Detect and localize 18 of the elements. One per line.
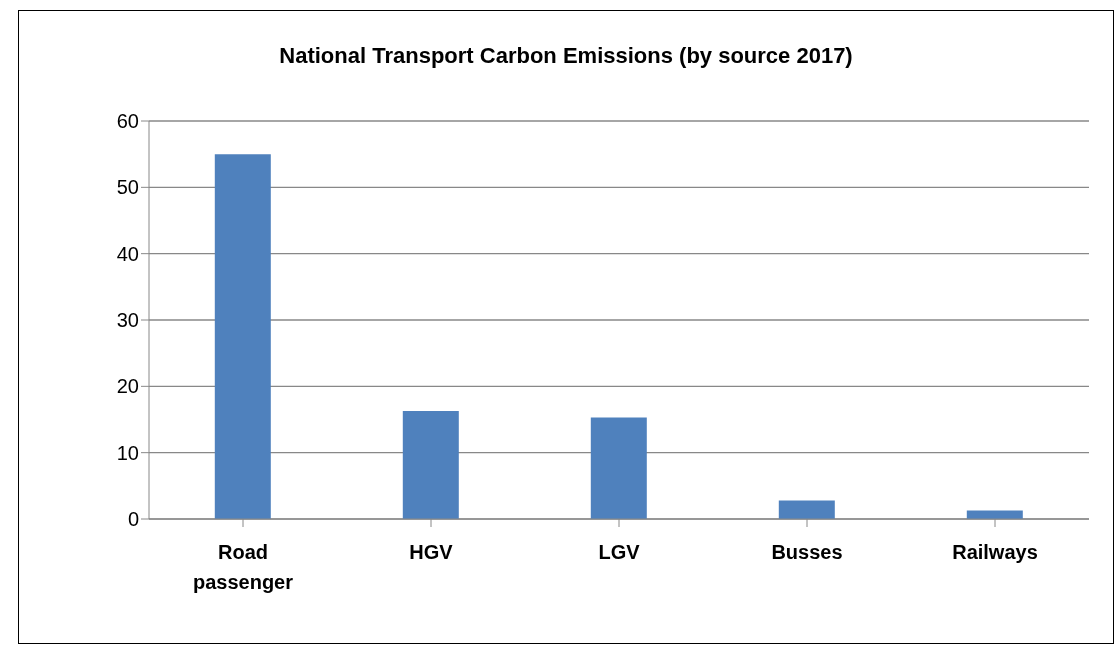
y-tick-label: 40 (116, 242, 139, 265)
y-tick-label: 30 (116, 309, 139, 332)
bar (966, 510, 1023, 519)
y-tick-label: 60 (116, 110, 139, 133)
x-tick-label: Busses (771, 541, 843, 563)
y-tick-label: 10 (116, 441, 139, 464)
bar (402, 410, 459, 519)
x-tick-label: Railways (952, 541, 1038, 563)
chart-title: National Transport Carbon Emissions (by source 2017) (278, 43, 854, 69)
bar (590, 417, 647, 519)
x-tick-label: LGV (598, 541, 641, 563)
y-tick-label: 0 (127, 508, 139, 531)
bar (778, 500, 835, 519)
x-tick-label: HGV (409, 541, 454, 563)
bar (214, 154, 271, 519)
y-tick-label: 20 (116, 375, 139, 398)
x-tick-label: Road passenger (192, 541, 294, 593)
y-tick-label: 50 (116, 176, 139, 199)
